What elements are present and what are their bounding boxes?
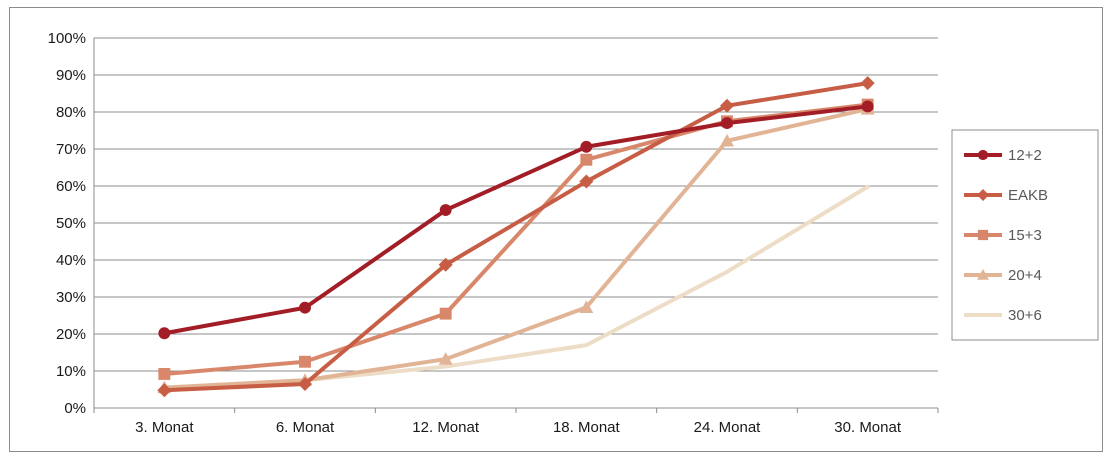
- x-tick-label: 3. Monat: [135, 419, 194, 436]
- legend-entry: EAKB: [964, 187, 1048, 204]
- legend-marker: [977, 149, 989, 161]
- data-point: [861, 100, 874, 113]
- data-point: [720, 98, 734, 113]
- data-point: [158, 368, 171, 380]
- y-tick-label: 0%: [64, 400, 86, 417]
- series-line: [162, 81, 870, 393]
- data-point: [299, 301, 311, 314]
- legend-marker: [977, 229, 989, 241]
- y-tick-label: 10%: [56, 363, 86, 380]
- data-point: [438, 352, 453, 365]
- data-point: [580, 140, 593, 153]
- chart-frame: [9, 7, 1103, 452]
- x-tick-label: 24. Monat: [694, 419, 762, 436]
- y-tick-label: 80%: [56, 104, 86, 121]
- data-point: [298, 376, 312, 391]
- data-point: [439, 204, 452, 216]
- y-tick-label: 90%: [56, 67, 86, 84]
- legend-label: EAKB: [1008, 187, 1048, 204]
- y-tick-label: 40%: [56, 252, 86, 269]
- series-eakb: [157, 76, 875, 398]
- data-point: [157, 383, 172, 398]
- series-30-6: [162, 184, 870, 390]
- x-axis-tick-labels: 3. Monat 6. Monat 12. Monat 18. Monat 24. Mo…: [135, 419, 902, 436]
- data-point: [579, 300, 594, 313]
- axes: [93, 38, 939, 413]
- series-15-3: [158, 98, 874, 380]
- y-tick-label: 20%: [56, 326, 86, 343]
- series-line: [162, 107, 870, 390]
- data-point: [860, 76, 875, 91]
- y-tick-label: 50%: [56, 215, 86, 232]
- data-point: [720, 133, 734, 147]
- series-line: [162, 104, 870, 336]
- legend-label: 12+2: [1008, 147, 1042, 164]
- x-tick-label: 12. Monat: [412, 419, 480, 436]
- y-tick-label: 30%: [56, 289, 86, 306]
- data-point: [158, 327, 171, 340]
- series: [157, 76, 875, 398]
- legend-label: 15+3: [1008, 227, 1042, 244]
- data-point: [579, 174, 594, 189]
- series-line: [162, 184, 870, 390]
- data-point: [580, 153, 593, 166]
- x-tick-label: 6. Monat: [276, 419, 335, 436]
- legend-entry: 20+4: [964, 267, 1042, 284]
- legend-label: 30+6: [1008, 307, 1042, 324]
- y-tick-label: 100%: [48, 30, 86, 47]
- legend: 12+2 EAKB 15+3 20+4 30+6: [951, 129, 1099, 341]
- gridlines: [94, 37, 938, 372]
- data-point: [299, 355, 311, 368]
- y-tick-label: 60%: [56, 178, 86, 195]
- x-tick-label: 30. Monat: [834, 419, 902, 436]
- y-axis-tick-labels: 0% 10% 20% 30% 40% 50% 60% 70% 80% 90% 100%: [48, 30, 86, 417]
- legend-entry: 30+6: [964, 307, 1042, 324]
- data-point: [439, 307, 452, 320]
- legend-label: 20+4: [1008, 267, 1042, 284]
- legend-marker: [977, 269, 989, 280]
- legend-marker: [977, 189, 989, 201]
- x-tick-label: 18. Monat: [553, 419, 621, 436]
- legend-entry: 12+2: [964, 147, 1042, 164]
- y-tick-label: 70%: [56, 141, 86, 158]
- data-point: [721, 117, 733, 130]
- data-point: [438, 257, 453, 272]
- legend-entry: 15+3: [964, 227, 1042, 244]
- series-12-2: [158, 100, 874, 340]
